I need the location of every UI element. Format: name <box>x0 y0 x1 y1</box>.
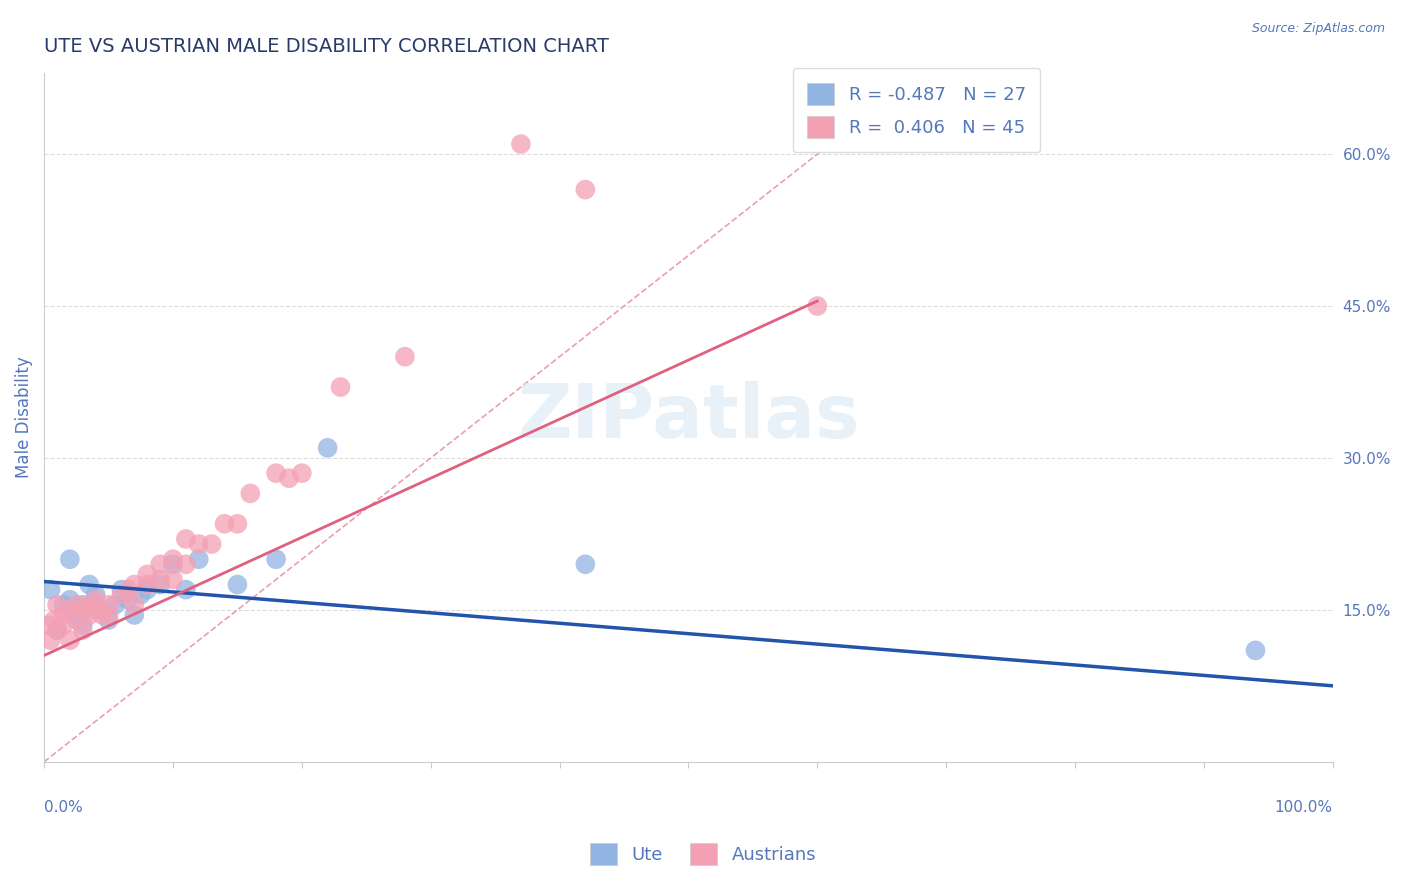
Point <box>52 598 75 612</box>
Point <box>72 598 94 612</box>
Point <box>65 607 87 622</box>
Point <box>187 537 209 551</box>
Legend: Ute, Austrians: Ute, Austrians <box>581 834 825 874</box>
Point <box>117 582 139 597</box>
Point <box>39 582 62 597</box>
Point <box>59 603 82 617</box>
Point <box>316 441 339 455</box>
Point <box>226 516 249 531</box>
Point <box>136 582 159 597</box>
Point <box>59 633 82 648</box>
Point <box>509 136 531 151</box>
Point <box>46 598 69 612</box>
Point <box>149 573 172 587</box>
Text: ZIPatlas: ZIPatlas <box>517 381 859 454</box>
Point <box>1244 643 1267 657</box>
Point <box>291 466 314 480</box>
Point <box>574 183 596 197</box>
Text: Source: ZipAtlas.com: Source: ZipAtlas.com <box>1251 22 1385 36</box>
Point <box>84 592 107 607</box>
Point <box>37 618 59 632</box>
Point <box>52 607 75 622</box>
Point <box>136 567 159 582</box>
Point <box>59 552 82 566</box>
Point <box>162 558 184 572</box>
Point <box>104 598 127 612</box>
Point <box>84 598 107 612</box>
Point <box>44 613 66 627</box>
Point <box>52 618 75 632</box>
Point <box>174 558 197 572</box>
Point <box>46 623 69 637</box>
Point <box>149 558 172 572</box>
Point <box>214 516 236 531</box>
Point <box>77 598 100 612</box>
Point <box>174 582 197 597</box>
Point <box>149 577 172 591</box>
Text: UTE VS AUSTRIAN MALE DISABILITY CORRELATION CHART: UTE VS AUSTRIAN MALE DISABILITY CORRELAT… <box>44 37 609 56</box>
Point <box>239 486 262 500</box>
Point <box>264 552 287 566</box>
Point <box>97 598 120 612</box>
Point <box>65 613 87 627</box>
Point <box>162 552 184 566</box>
Point <box>46 623 69 637</box>
Point <box>91 607 114 622</box>
Point <box>65 598 87 612</box>
Point <box>97 607 120 622</box>
Point <box>124 577 146 591</box>
Point <box>84 588 107 602</box>
Point <box>806 299 828 313</box>
Point <box>77 577 100 591</box>
Point <box>329 380 352 394</box>
Text: 100.0%: 100.0% <box>1275 799 1333 814</box>
Point <box>264 466 287 480</box>
Point <box>72 603 94 617</box>
Point <box>110 582 132 597</box>
Point <box>129 588 152 602</box>
Point <box>174 532 197 546</box>
Legend: R = -0.487   N = 27, R =  0.406   N = 45: R = -0.487 N = 27, R = 0.406 N = 45 <box>793 69 1040 153</box>
Point <box>124 598 146 612</box>
Point <box>201 537 224 551</box>
Text: 0.0%: 0.0% <box>44 799 83 814</box>
Point <box>72 623 94 637</box>
Point <box>97 613 120 627</box>
Point <box>84 603 107 617</box>
Point <box>226 577 249 591</box>
Point <box>39 633 62 648</box>
Point <box>187 552 209 566</box>
Point <box>117 592 139 607</box>
Point <box>394 350 416 364</box>
Point <box>136 577 159 591</box>
Point <box>574 558 596 572</box>
Point <box>278 471 301 485</box>
Point <box>110 588 132 602</box>
Y-axis label: Male Disability: Male Disability <box>15 357 32 478</box>
Point <box>124 607 146 622</box>
Point <box>72 618 94 632</box>
Point <box>162 573 184 587</box>
Point <box>59 592 82 607</box>
Point <box>77 607 100 622</box>
